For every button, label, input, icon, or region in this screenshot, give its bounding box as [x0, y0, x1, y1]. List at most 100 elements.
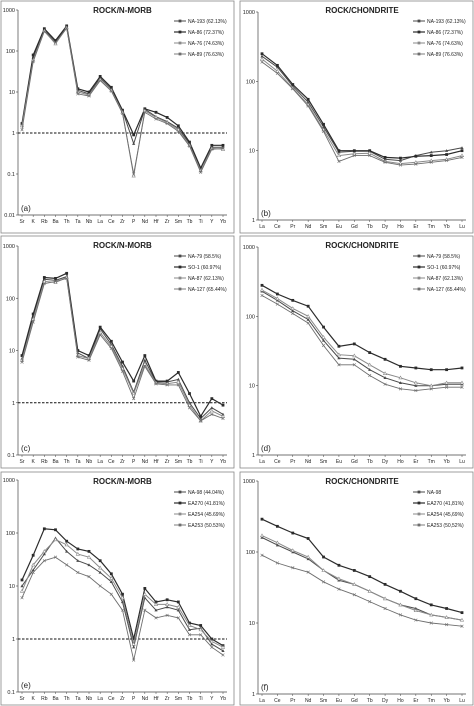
data-point	[187, 144, 192, 148]
data-point	[414, 388, 418, 393]
data-point	[65, 563, 69, 567]
x-tick-label: Ho	[397, 224, 404, 230]
data-point	[429, 621, 433, 625]
x-tick-label: Ta	[75, 459, 81, 465]
x-tick-label: Zr	[120, 696, 125, 702]
data-point	[109, 346, 113, 350]
x-tick-label: Yb	[220, 459, 226, 465]
x-tick-label: Ce	[108, 696, 115, 702]
x-tick-label: Ta	[75, 219, 81, 225]
x-tick-label: Th	[64, 696, 70, 702]
chart-title: ROCK/CHONDRITE	[325, 477, 399, 486]
data-point	[87, 358, 91, 362]
chart-panel-6: 1 10 100 1000 La Ce Pr Nd Sm Eu Gd Tb Dy Ho Er Tm Yb Lu RO…	[239, 471, 474, 706]
data-point	[165, 379, 169, 383]
x-tick-label: Tm	[428, 224, 435, 230]
data-point	[221, 403, 225, 407]
data-point	[121, 360, 124, 364]
data-point	[460, 366, 464, 370]
x-tick-label: Zr	[120, 219, 125, 225]
legend-marker	[178, 501, 182, 505]
data-point	[31, 568, 35, 572]
x-tick-label: Tm	[428, 459, 435, 465]
data-point	[383, 160, 387, 164]
data-point	[109, 576, 114, 580]
data-point	[65, 539, 69, 543]
data-point	[176, 383, 180, 387]
legend-label: EA253 (50,52%)	[427, 523, 464, 529]
x-tick-label: Ti	[199, 219, 203, 225]
x-tick-label: Sm	[175, 219, 183, 225]
legend-marker	[417, 30, 421, 34]
data-point	[98, 559, 102, 563]
data-point	[132, 133, 136, 137]
data-point	[132, 172, 136, 176]
legend-label: EA254 (45.69%)	[188, 512, 225, 518]
x-tick-label: Nb	[86, 696, 93, 702]
data-point	[260, 535, 264, 539]
x-tick-label: Nb	[86, 219, 93, 225]
data-point	[165, 383, 169, 387]
data-point	[75, 551, 80, 556]
data-point	[460, 624, 464, 628]
data-point	[98, 333, 102, 337]
data-point	[398, 163, 403, 167]
x-tick-label: Pr	[290, 459, 295, 465]
data-point	[398, 381, 403, 384]
legend-marker	[417, 523, 421, 527]
legend-label: NA-79 (58.5%)	[188, 254, 221, 260]
data-point	[337, 149, 341, 153]
data-point	[260, 553, 264, 557]
legend-label: NA-86 (72.37%)	[427, 30, 463, 36]
data-point	[53, 555, 58, 559]
data-point	[352, 593, 356, 597]
x-tick-label: K	[31, 696, 35, 702]
y-tick-label: 0.01	[4, 213, 15, 219]
data-point	[445, 149, 449, 152]
chart-title: ROCK/CHONDRITE	[325, 241, 399, 250]
x-tick-label: Tb	[187, 219, 193, 225]
data-point	[42, 279, 47, 283]
legend-marker	[178, 19, 182, 23]
panel-label: (e)	[21, 681, 31, 690]
x-tick-label: Nd	[142, 459, 149, 465]
data-point	[221, 653, 225, 657]
data-point	[275, 561, 279, 565]
data-point	[445, 158, 449, 163]
data-point	[31, 312, 35, 316]
data-point	[188, 392, 191, 395]
data-point	[54, 276, 57, 280]
chart-panel-4: 1 10 100 1000 La Ce Pr Nd Sm Eu Gd Tb Dy Ho Er Tm Yb Lu RO…	[239, 235, 474, 469]
data-point	[414, 384, 418, 387]
data-point	[87, 90, 91, 94]
data-point	[382, 596, 388, 601]
data-point	[98, 78, 102, 83]
data-point	[210, 412, 214, 416]
y-tick-label: 1	[252, 453, 255, 459]
data-point	[143, 110, 147, 114]
data-point	[165, 602, 170, 606]
data-point	[210, 143, 214, 147]
x-tick-label: Eu	[336, 698, 342, 704]
data-point	[220, 645, 226, 649]
data-point	[19, 588, 25, 593]
chart-title: ROCK/N-MORB	[93, 6, 152, 15]
data-point	[429, 383, 434, 388]
legend-marker	[178, 265, 182, 269]
series-line-3	[261, 58, 463, 165]
data-point	[76, 570, 80, 575]
data-point	[53, 537, 58, 542]
x-tick-label: Ba	[52, 696, 58, 702]
data-point	[337, 356, 341, 360]
data-point	[383, 155, 387, 159]
x-tick-label: Th	[64, 219, 70, 225]
data-point	[291, 87, 295, 91]
data-point	[199, 170, 203, 174]
data-point	[132, 645, 136, 649]
data-point	[352, 149, 356, 153]
data-point	[460, 611, 464, 615]
y-tick-label: 100	[246, 550, 255, 556]
data-point	[291, 309, 295, 313]
data-point	[260, 60, 264, 64]
